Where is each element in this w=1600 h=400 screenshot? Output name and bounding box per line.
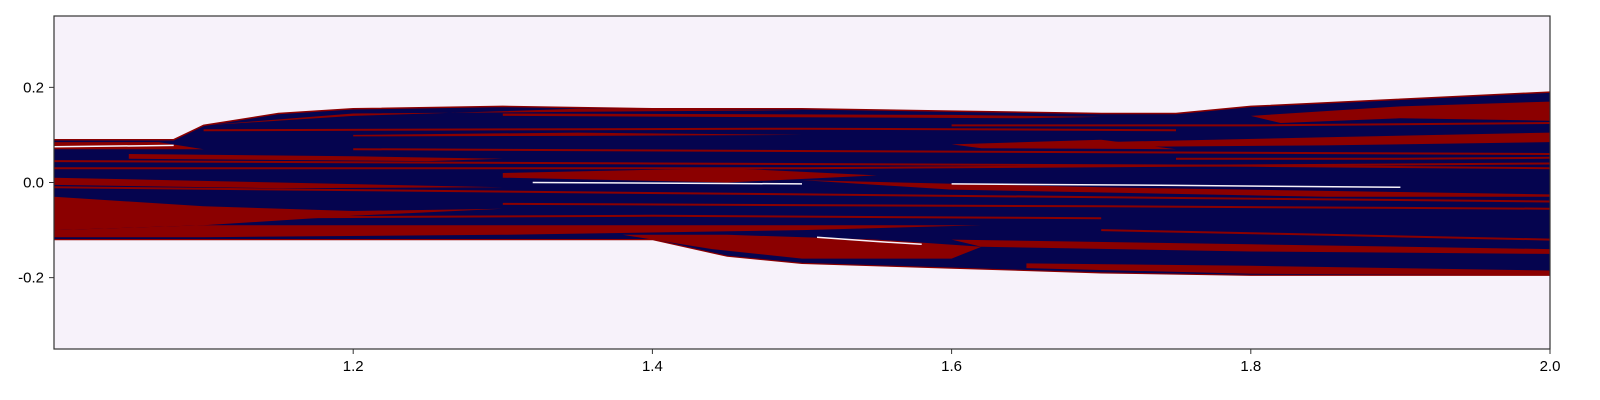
x-tick-label: 1.6	[941, 358, 962, 375]
basin-b-band-6	[1101, 132, 1550, 147]
basin-b-streak-2	[353, 148, 1550, 155]
upper-edge-stripe	[54, 91, 1550, 141]
basin-b-band-13	[1026, 263, 1550, 276]
x-tick-label: 1.8	[1240, 358, 1261, 375]
basin-b-band-7	[502, 168, 877, 183]
x-tick-label: 1.2	[343, 358, 364, 375]
basin-b-band-14	[802, 180, 1550, 197]
basin-b-streak-5	[54, 160, 1550, 170]
y-axis: 0.2 0.0 -0.2	[18, 79, 54, 287]
y-tick-label: 0.0	[23, 175, 44, 192]
light-streak-3	[54, 144, 174, 148]
basin-b-streak-7	[54, 214, 1102, 220]
basin-b-band-5	[1250, 101, 1550, 123]
basin-b-band-9	[54, 196, 503, 231]
y-tick-label: 0.2	[23, 79, 44, 96]
x-tick-label: 2.0	[1540, 358, 1561, 375]
heatmap-layer	[54, 91, 1550, 276]
basin-b-band-2	[128, 154, 503, 162]
basin-b-streak-9	[1176, 156, 1550, 160]
basin-b-band-12	[951, 239, 1550, 254]
light-streak-0	[816, 236, 922, 246]
basin-b-band-1	[203, 108, 803, 126]
basin-b-band-15	[353, 132, 802, 137]
basin-b-band-11	[622, 234, 982, 259]
basin-b-streak-0	[54, 162, 1550, 170]
lower-edge-stripe	[54, 239, 1550, 276]
basin-b-band-10	[54, 225, 982, 238]
x-axis: 1.2 1.4 1.6 1.8 2.0	[343, 349, 1561, 375]
basin-b-band-8	[54, 177, 503, 189]
basin-b-streak-6	[951, 122, 1550, 127]
y-tick-label: -0.2	[18, 270, 44, 287]
basin-b-streak-3	[203, 127, 1177, 132]
basin-b-streak-4	[502, 202, 1550, 210]
x-tick-label: 1.4	[642, 358, 663, 375]
basin-b-band-3	[502, 113, 1102, 119]
basin-b-band-4	[951, 139, 1176, 150]
basin-b-streak-1	[54, 186, 1550, 203]
light-streak-1	[532, 181, 803, 185]
light-streak-2	[951, 183, 1401, 189]
basin-b-streak-8	[1101, 229, 1550, 241]
